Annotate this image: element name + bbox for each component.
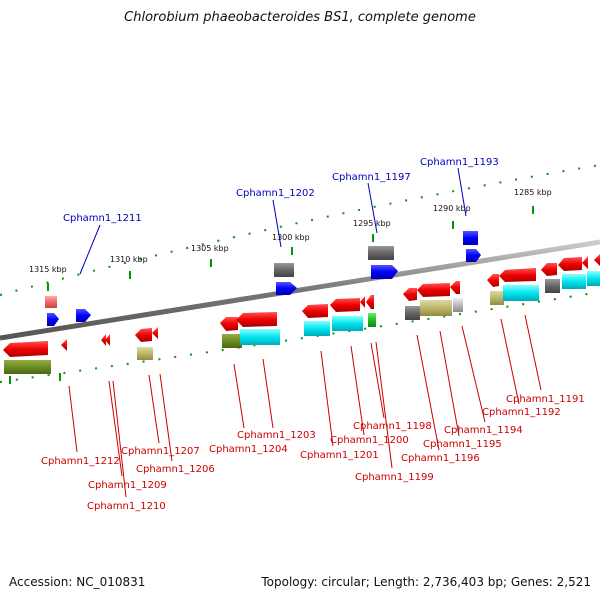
topology-label: Topology: circular; Length: 2,736,403 bp… bbox=[261, 575, 591, 589]
scale-label-1295: 1295 kbp bbox=[353, 219, 391, 228]
gene-label-bottom[interactable]: Cphamn1_1195 bbox=[423, 439, 502, 450]
genome-backbone bbox=[0, 239, 600, 341]
gene-label-top[interactable]: Cphamn1_1211 bbox=[63, 213, 142, 224]
gene-label-bottom[interactable]: Cphamn1_1201 bbox=[300, 450, 379, 461]
accession-label: Accession: NC_010831 bbox=[9, 575, 146, 589]
gene-label-bottom[interactable]: Cphamn1_1199 bbox=[355, 472, 434, 483]
gene-label-bottom[interactable]: Cphamn1_1194 bbox=[444, 425, 523, 436]
scale-label-1305: 1305 kbp bbox=[191, 244, 229, 253]
reverse-genes bbox=[3, 254, 600, 374]
gene-label-top[interactable]: Cphamn1_1193 bbox=[420, 157, 499, 168]
major-ticks bbox=[9, 206, 534, 384]
bottom-leader-lines bbox=[68, 314, 542, 498]
forward-genes bbox=[45, 231, 481, 326]
gene-label-bottom[interactable]: Cphamn1_1192 bbox=[482, 407, 561, 418]
gene-label-bottom[interactable]: Cphamn1_1196 bbox=[401, 453, 480, 464]
gene-label-bottom[interactable]: Cphamn1_1210 bbox=[87, 501, 166, 512]
gene-label-bottom[interactable]: Cphamn1_1198 bbox=[353, 421, 432, 432]
genome-title: Chlorobium phaeobacteroides BS1, complet… bbox=[124, 10, 476, 25]
scale-label-1300: 1300 kbp bbox=[272, 233, 310, 242]
scale-label-1290: 1290 kbp bbox=[433, 204, 471, 213]
lower-scale-ring bbox=[0, 291, 600, 383]
gene-label-bottom[interactable]: Cphamn1_1209 bbox=[88, 480, 167, 491]
gene-label-top[interactable]: Cphamn1_1197 bbox=[332, 172, 411, 183]
scale-label-1310: 1310 kbp bbox=[110, 255, 148, 264]
gene-label-bottom[interactable]: Cphamn1_1203 bbox=[237, 430, 316, 441]
scale-label-1315: 1315 kbp bbox=[29, 265, 67, 274]
gene-label-bottom[interactable]: Cphamn1_1206 bbox=[136, 464, 215, 475]
gene-label-bottom[interactable]: Cphamn1_1207 bbox=[121, 446, 200, 457]
gene-label-bottom[interactable]: Cphamn1_1204 bbox=[209, 444, 288, 455]
scale-label-1285: 1285 kbp bbox=[514, 188, 552, 197]
gene-label-bottom[interactable]: Cphamn1_1200 bbox=[330, 435, 409, 446]
gene-label-bottom[interactable]: Cphamn1_1212 bbox=[41, 456, 120, 467]
gene-label-top[interactable]: Cphamn1_1202 bbox=[236, 188, 315, 199]
upper-scale-ring bbox=[0, 164, 600, 296]
top-leader-lines bbox=[79, 167, 467, 275]
gene-label-bottom[interactable]: Cphamn1_1191 bbox=[506, 394, 585, 405]
